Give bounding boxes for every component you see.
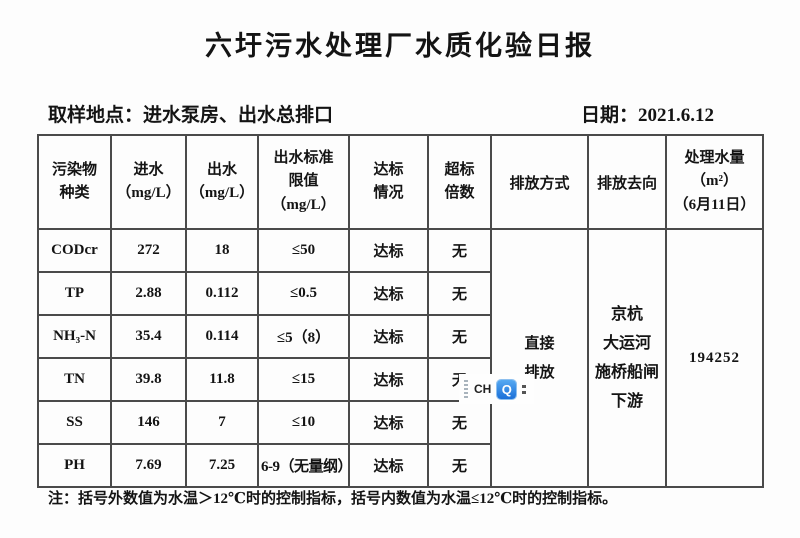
header-discharge-destination: 排放去向 [587, 134, 667, 230]
limit-value-cell: ≤5（8） [257, 314, 350, 359]
exceed-cell: 无 [427, 443, 492, 488]
pollutant-name-cell: TN [37, 357, 112, 402]
status-cell: 达标 [348, 314, 429, 359]
table-row-ss: SS 146 7 ≤10 达标 无 [37, 400, 763, 445]
status-cell: 达标 [348, 228, 429, 273]
outflow-value-cell: 0.112 [185, 271, 259, 316]
header-pollutant-type: 污染物 种类 [37, 134, 112, 230]
exceed-cell: 无 [427, 400, 492, 445]
limit-value-cell: ≤15 [257, 357, 350, 402]
page-title: 六圩污水处理厂水质化验日报 [205, 31, 595, 61]
table-row-tn: TN 39.8 11.8 ≤15 达标 无 [37, 357, 763, 402]
limit-value-cell: ≤0.5 [257, 271, 350, 316]
header-row: 污染物 种类 进水 （mg/L） 出水 （mg/L） 出水标准 限值 （mg/L… [37, 134, 764, 230]
meta-row: 取样地点：进水泵房、出水总排口 日期：2021.6.12 [48, 100, 714, 127]
status-cell: 达标 [348, 400, 429, 445]
header-compliance-status: 达标 情况 [348, 134, 429, 230]
inflow-value-cell: 7.69 [110, 443, 187, 488]
table-row-tp: TP 2.88 0.112 ≤0.5 达标 无 [37, 271, 763, 316]
pollutant-name-cell: CODcr [37, 228, 112, 273]
header-exceed-multiple: 超标 倍数 [427, 134, 492, 230]
pollutant-name-cell: SS [37, 400, 112, 445]
table-row-nh3n: NH₃-N 35.4 0.114 ≤5（8） 达标 无 [37, 314, 763, 359]
table-row-codcr: CODcr 272 18 ≤50 达标 无 直接 排放 京杭 大运河 施桥船闸 … [37, 228, 764, 488]
pollutant-name-cell: NH₃-N [37, 314, 112, 359]
limit-value-cell: ≤50 [257, 228, 350, 273]
limit-value-cell: 6-9（无量纲） [257, 443, 353, 488]
status-cell: 达标 [348, 271, 429, 316]
footnote: 注：括号外数值为水温＞12℃时的控制指标，括号内数值为水温≤12℃时的控制指标。 [48, 491, 618, 507]
treated-volume-cell: 194252 [665, 228, 764, 488]
header-outflow-limit: 出水标准 限值 （mg/L） [257, 134, 350, 230]
status-cell: 达标 [348, 357, 429, 402]
inflow-value-cell: 39.8 [110, 357, 187, 402]
ime-input-method-icon[interactable]: Q [497, 379, 517, 399]
drag-handle-icon[interactable] [464, 380, 468, 398]
header-inflow: 进水 （mg/L） [110, 134, 187, 230]
ime-language-bar[interactable]: CH Q [459, 374, 535, 404]
water-quality-table: 污染物 种类 进水 （mg/L） 出水 （mg/L） 出水标准 限值 （mg/L… [37, 134, 764, 488]
pollutant-name-cell: TP [37, 271, 112, 316]
status-cell: 达标 [348, 443, 429, 488]
ime-language-button[interactable]: CH [474, 382, 492, 396]
exceed-cell: 无 [427, 271, 492, 316]
sampling-location: 取样地点：进水泵房、出水总排口 [48, 105, 334, 126]
exceed-cell: 无 [427, 314, 492, 359]
outflow-value-cell: 0.114 [185, 314, 259, 359]
header-discharge-method: 排放方式 [490, 134, 589, 230]
pollutant-name-cell: PH [37, 443, 112, 488]
limit-value-cell: ≤10 [257, 400, 350, 445]
inflow-value-cell: 272 [110, 228, 187, 273]
exceed-cell: 无 [427, 228, 492, 273]
outflow-value-cell: 18 [185, 228, 259, 273]
report-date: 日期：2021.6.12 [580, 105, 714, 126]
table-row-ph: PH 7.69 7.25 6-9（无量纲） 达标 无 [37, 443, 763, 488]
outflow-value-cell: 7.25 [185, 443, 259, 488]
discharge-destination-cell: 京杭 大运河 施桥船闸 下游 [587, 228, 667, 488]
discharge-method-cell: 直接 排放 [490, 228, 589, 488]
outflow-value-cell: 7 [185, 400, 259, 445]
inflow-value-cell: 35.4 [110, 314, 187, 359]
outflow-value-cell: 11.8 [185, 357, 259, 402]
header-treated-volume: 处理水量 （m²） （6月11日） [665, 134, 764, 230]
inflow-value-cell: 146 [110, 400, 187, 445]
header-outflow: 出水 （mg/L） [185, 134, 259, 230]
inflow-value-cell: 2.88 [110, 271, 187, 316]
ime-options-button[interactable] [522, 384, 527, 394]
